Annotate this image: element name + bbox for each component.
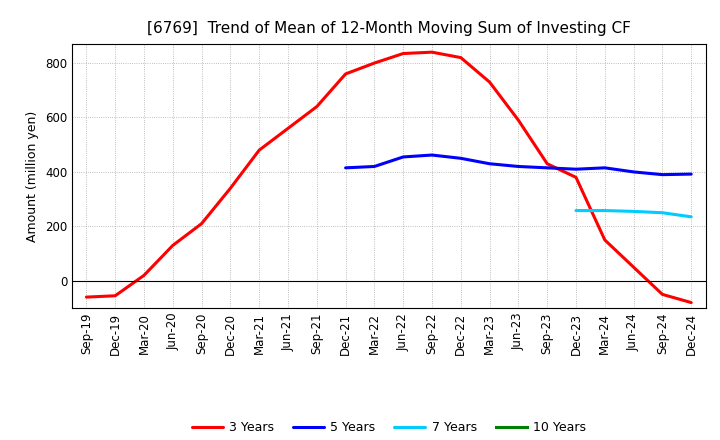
5 Years xyxy=(658,172,667,177)
7 Years xyxy=(629,209,638,214)
5 Years xyxy=(370,164,379,169)
Title: [6769]  Trend of Mean of 12-Month Moving Sum of Investing CF: [6769] Trend of Mean of 12-Month Moving … xyxy=(147,21,631,36)
5 Years xyxy=(543,165,552,170)
5 Years xyxy=(629,169,638,175)
3 Years xyxy=(312,104,321,109)
5 Years xyxy=(399,154,408,160)
3 Years xyxy=(572,175,580,180)
3 Years xyxy=(543,161,552,166)
3 Years xyxy=(600,237,609,242)
3 Years xyxy=(370,60,379,66)
3 Years xyxy=(514,117,523,123)
Line: 7 Years: 7 Years xyxy=(576,211,691,217)
7 Years xyxy=(600,208,609,213)
3 Years xyxy=(428,50,436,55)
5 Years xyxy=(456,156,465,161)
5 Years xyxy=(572,167,580,172)
5 Years xyxy=(428,152,436,158)
3 Years xyxy=(140,273,148,278)
3 Years xyxy=(485,80,494,85)
7 Years xyxy=(572,208,580,213)
3 Years xyxy=(284,126,292,131)
3 Years xyxy=(658,292,667,297)
Line: 3 Years: 3 Years xyxy=(86,52,691,303)
3 Years xyxy=(341,71,350,77)
7 Years xyxy=(658,210,667,216)
3 Years xyxy=(255,147,264,153)
5 Years xyxy=(485,161,494,166)
3 Years xyxy=(687,300,696,305)
Y-axis label: Amount (million yen): Amount (million yen) xyxy=(27,110,40,242)
3 Years xyxy=(226,186,235,191)
3 Years xyxy=(168,243,177,248)
5 Years xyxy=(600,165,609,170)
3 Years xyxy=(399,51,408,56)
3 Years xyxy=(82,294,91,300)
5 Years xyxy=(514,164,523,169)
7 Years xyxy=(687,214,696,220)
5 Years xyxy=(341,165,350,170)
5 Years xyxy=(687,172,696,177)
3 Years xyxy=(629,264,638,270)
3 Years xyxy=(111,293,120,298)
Legend: 3 Years, 5 Years, 7 Years, 10 Years: 3 Years, 5 Years, 7 Years, 10 Years xyxy=(186,416,591,439)
3 Years xyxy=(456,55,465,60)
Line: 5 Years: 5 Years xyxy=(346,155,691,175)
3 Years xyxy=(197,221,206,226)
